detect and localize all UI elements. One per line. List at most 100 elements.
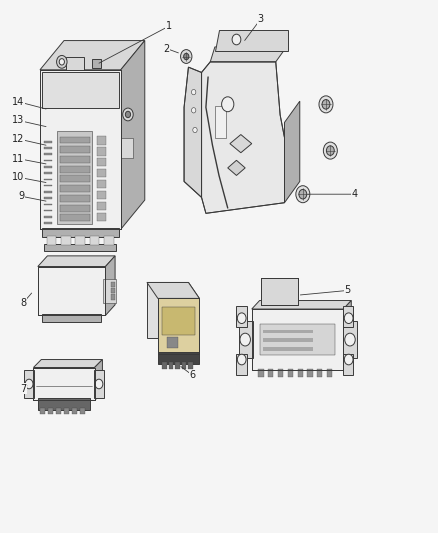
Polygon shape bbox=[106, 256, 115, 316]
Bar bbox=[252, 309, 343, 370]
Bar bbox=[44, 197, 52, 199]
Bar bbox=[44, 147, 52, 149]
Bar bbox=[33, 368, 95, 400]
Polygon shape bbox=[201, 62, 285, 213]
Circle shape bbox=[125, 111, 131, 118]
Circle shape bbox=[240, 333, 251, 346]
Text: 4: 4 bbox=[351, 189, 357, 199]
Bar bbox=[38, 266, 106, 316]
Polygon shape bbox=[33, 360, 102, 368]
Polygon shape bbox=[95, 360, 102, 400]
Bar bbox=[261, 278, 297, 305]
Bar bbox=[24, 370, 34, 398]
Bar bbox=[111, 288, 115, 293]
Circle shape bbox=[237, 313, 246, 324]
Text: 1: 1 bbox=[166, 21, 172, 31]
Circle shape bbox=[322, 100, 330, 109]
Bar bbox=[80, 408, 85, 414]
Bar bbox=[97, 180, 106, 189]
Polygon shape bbox=[230, 134, 252, 153]
Circle shape bbox=[59, 59, 64, 65]
Circle shape bbox=[323, 142, 337, 159]
Bar bbox=[44, 154, 52, 155]
Bar bbox=[44, 210, 52, 212]
Bar bbox=[97, 147, 106, 156]
Circle shape bbox=[123, 108, 133, 121]
Bar bbox=[56, 408, 61, 414]
Bar bbox=[42, 72, 119, 108]
Bar bbox=[162, 307, 195, 335]
Bar bbox=[278, 368, 283, 376]
Bar bbox=[307, 368, 313, 376]
Bar bbox=[97, 169, 106, 177]
Bar bbox=[66, 56, 84, 70]
Bar bbox=[237, 306, 247, 327]
Polygon shape bbox=[147, 282, 188, 338]
Text: 3: 3 bbox=[258, 14, 264, 25]
Bar bbox=[103, 279, 117, 303]
Text: 7: 7 bbox=[20, 384, 27, 394]
Bar bbox=[111, 282, 115, 287]
Bar bbox=[97, 136, 106, 144]
Circle shape bbox=[222, 97, 234, 112]
Circle shape bbox=[319, 96, 333, 113]
Bar bbox=[44, 204, 52, 205]
Polygon shape bbox=[38, 256, 115, 266]
Bar bbox=[64, 408, 69, 414]
Bar bbox=[42, 314, 101, 322]
Bar bbox=[60, 156, 90, 163]
Bar bbox=[188, 362, 193, 369]
Bar bbox=[162, 362, 166, 369]
Bar bbox=[268, 368, 273, 376]
Bar bbox=[94, 370, 104, 398]
Circle shape bbox=[237, 354, 246, 365]
Bar bbox=[97, 213, 106, 221]
Bar bbox=[61, 236, 71, 245]
Bar bbox=[263, 338, 313, 342]
Bar bbox=[237, 354, 247, 375]
Bar bbox=[261, 324, 335, 355]
Bar bbox=[60, 214, 90, 221]
Bar bbox=[72, 408, 77, 414]
Circle shape bbox=[232, 34, 241, 45]
Polygon shape bbox=[147, 282, 199, 298]
Polygon shape bbox=[40, 41, 145, 70]
Circle shape bbox=[191, 108, 196, 113]
Polygon shape bbox=[188, 282, 199, 354]
Bar bbox=[104, 236, 114, 245]
Circle shape bbox=[193, 127, 197, 133]
Bar bbox=[33, 368, 95, 400]
Text: 8: 8 bbox=[20, 297, 26, 308]
Circle shape bbox=[180, 50, 192, 63]
Bar bbox=[258, 368, 264, 376]
Polygon shape bbox=[343, 301, 351, 370]
Bar bbox=[97, 191, 106, 199]
Polygon shape bbox=[252, 301, 351, 309]
Circle shape bbox=[95, 379, 103, 389]
Bar bbox=[288, 368, 293, 376]
Circle shape bbox=[184, 53, 189, 60]
Text: 9: 9 bbox=[18, 191, 25, 201]
Circle shape bbox=[345, 333, 355, 346]
Polygon shape bbox=[184, 67, 201, 197]
Bar bbox=[169, 362, 173, 369]
Bar bbox=[343, 321, 357, 358]
Bar bbox=[40, 408, 45, 414]
Text: 10: 10 bbox=[12, 172, 24, 182]
Bar bbox=[90, 236, 99, 245]
Bar bbox=[44, 222, 52, 224]
Circle shape bbox=[326, 146, 334, 156]
Circle shape bbox=[57, 55, 67, 68]
Polygon shape bbox=[215, 30, 288, 51]
Bar bbox=[38, 398, 90, 410]
Bar bbox=[48, 408, 53, 414]
Text: 11: 11 bbox=[12, 154, 24, 164]
Bar bbox=[44, 244, 117, 251]
Bar bbox=[166, 337, 177, 348]
Bar bbox=[252, 309, 343, 370]
Bar bbox=[158, 298, 199, 354]
Bar bbox=[38, 266, 106, 316]
Bar bbox=[60, 195, 90, 202]
Bar bbox=[75, 236, 85, 245]
Bar bbox=[44, 191, 52, 192]
